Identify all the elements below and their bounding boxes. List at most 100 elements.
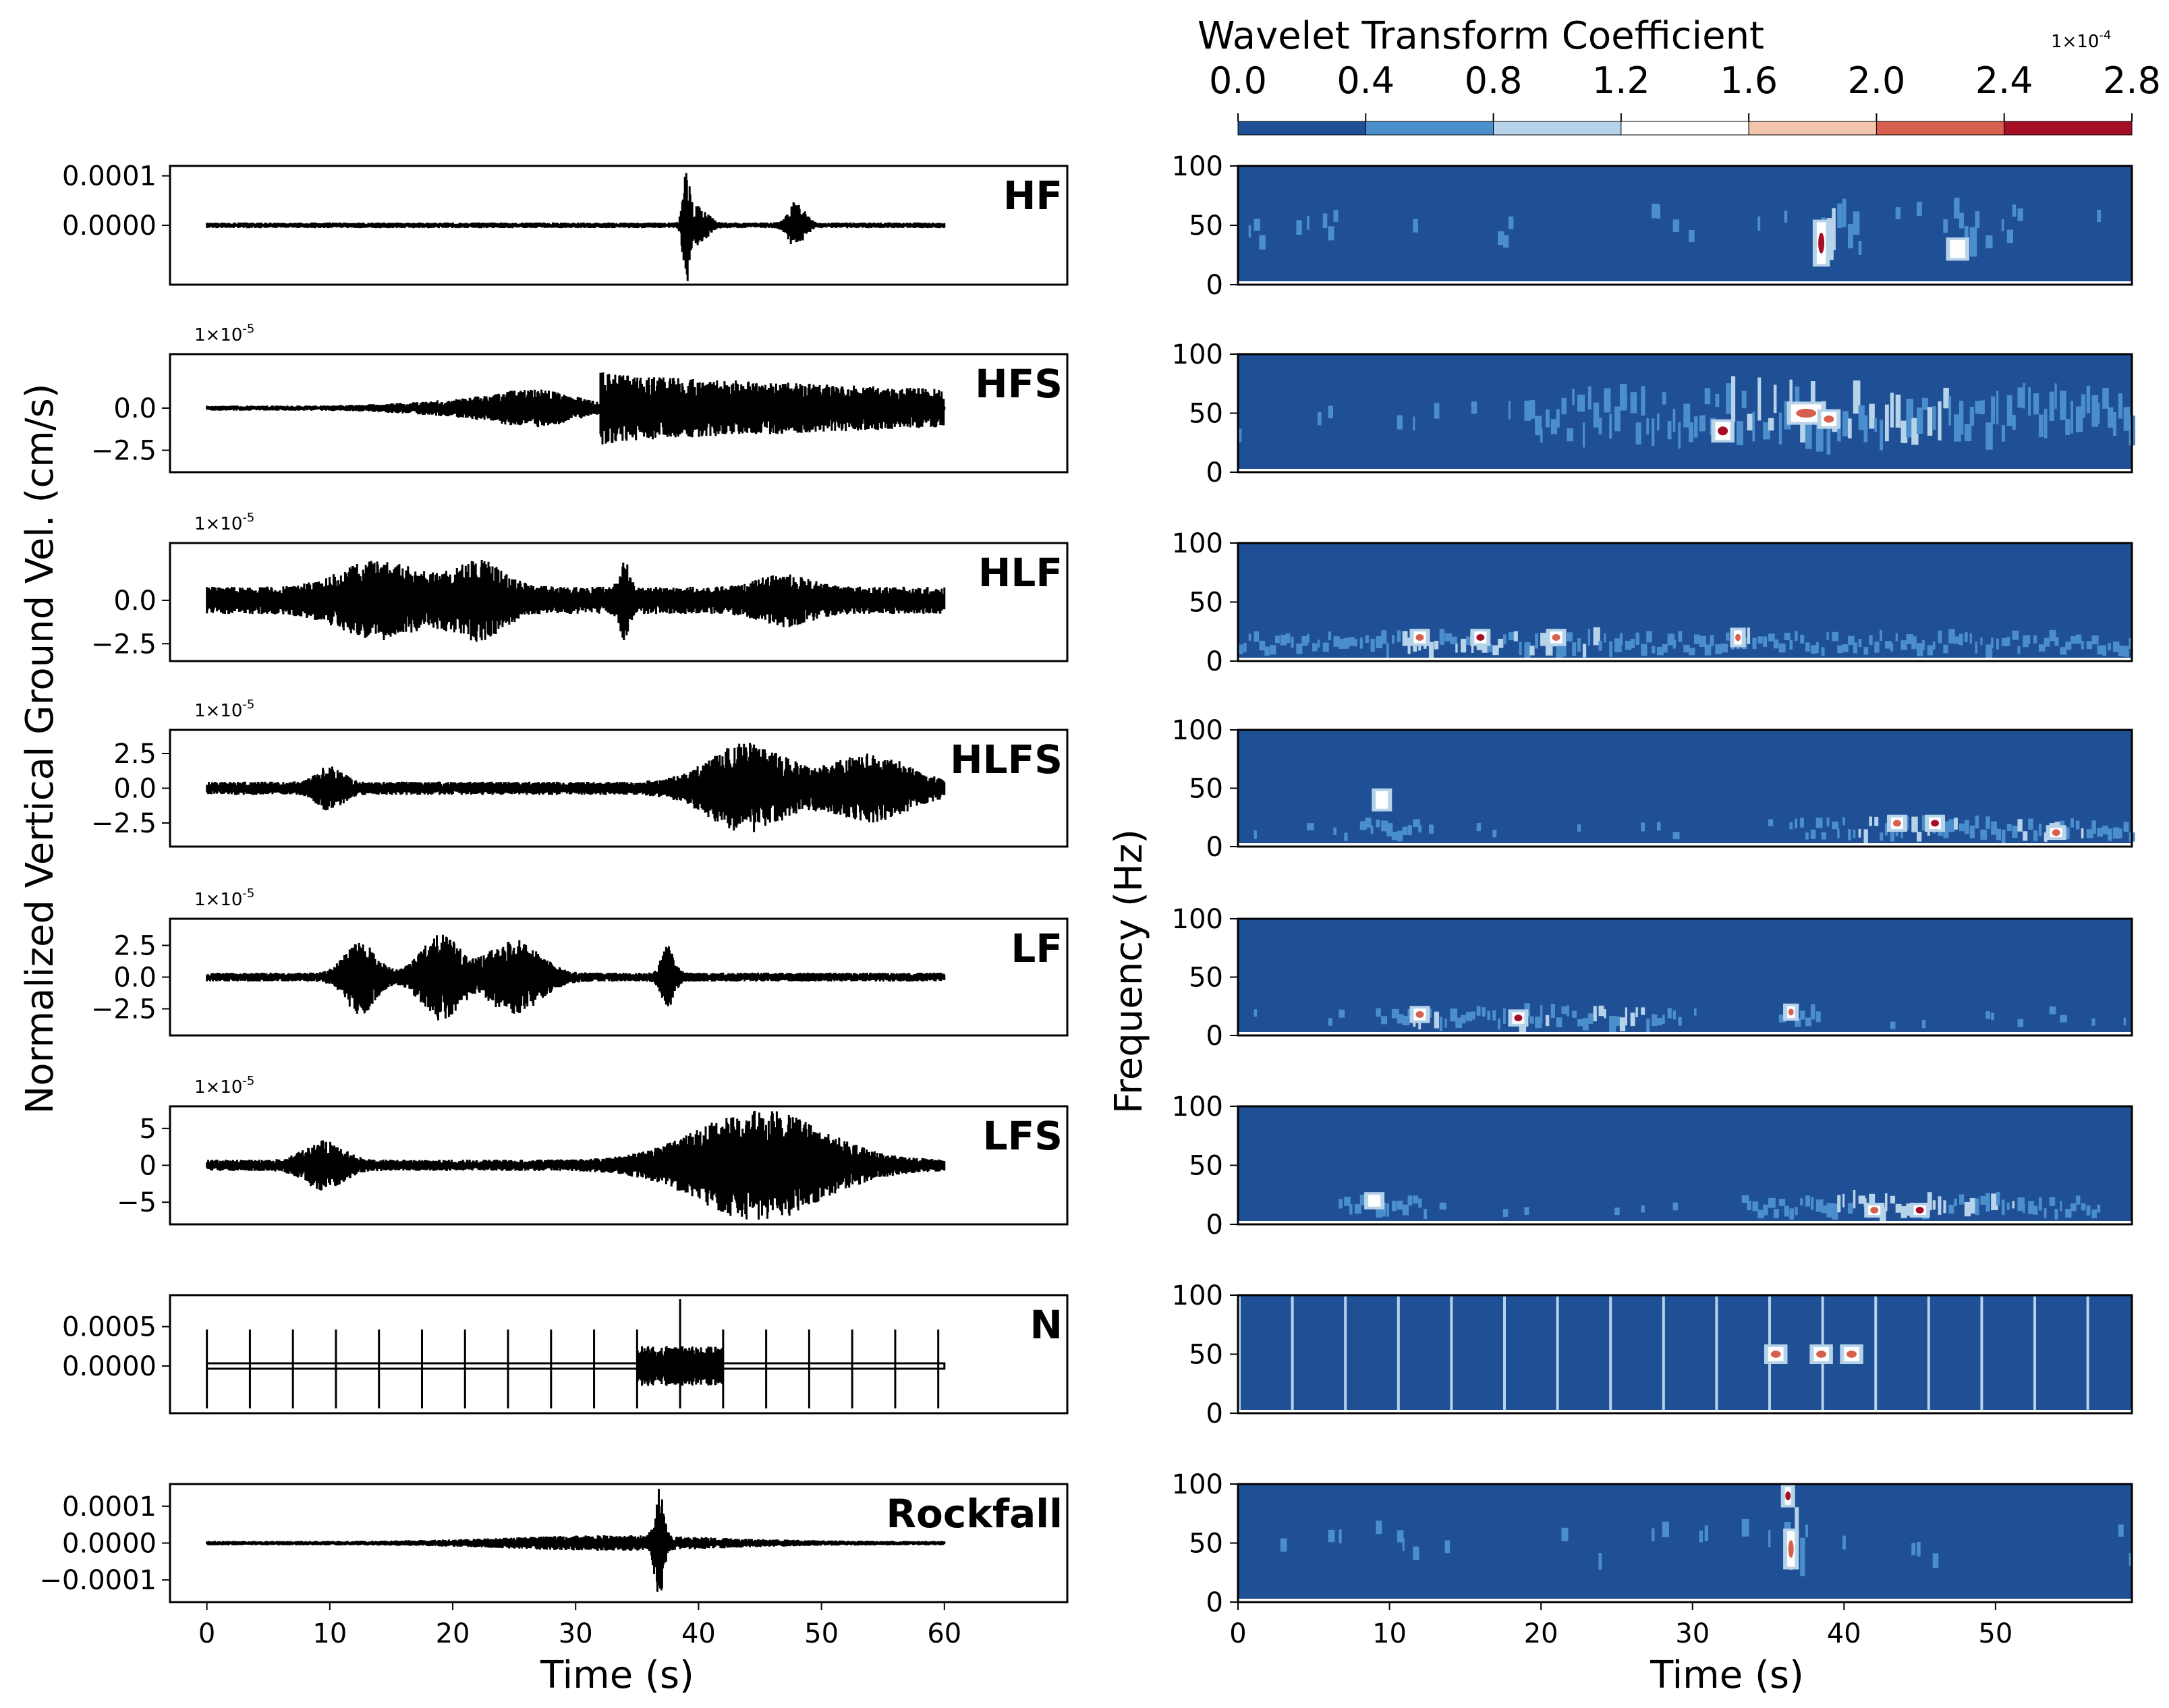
scalogram-cell [1991, 1013, 1995, 1021]
scalogram-cell [1800, 1010, 1805, 1020]
scalogram-cell [1381, 630, 1387, 644]
scalogram-cell [1450, 1297, 1453, 1411]
y-tick-label: 100 [1172, 528, 1223, 559]
waveform-trace [206, 372, 946, 445]
scalogram-cell [1810, 381, 1815, 414]
scalogram-cell [1444, 633, 1453, 642]
scalogram-cell [1630, 638, 1635, 648]
scalogram-cell [1253, 1009, 1258, 1017]
scalogram-cell [1641, 822, 1645, 832]
scalogram-cell [1773, 1209, 1779, 1218]
scalogram-cell [1975, 642, 1977, 654]
scalogram-event-peak [1718, 426, 1728, 436]
scalogram-cell [1805, 1525, 1809, 1537]
scalogram-cell [1789, 822, 1793, 830]
scalogram-cell [1365, 817, 1372, 828]
scalogram-cell [1747, 627, 1751, 644]
scalogram-cell [2028, 1201, 2034, 1214]
scalogram-panel-lf: 0 50 100 [1172, 904, 2133, 1052]
scalogram-cell [1359, 637, 1363, 649]
scalogram-cell [1884, 404, 1889, 442]
scalogram-cell [1402, 1015, 1410, 1025]
scalogram-cell [2054, 637, 2059, 646]
y-tick-label: −2.5 [91, 436, 157, 467]
scalogram-cell [1662, 644, 1668, 653]
y-tick-label: −2.5 [91, 629, 157, 660]
scalogram-cell [1975, 1198, 1979, 1216]
scalogram-cell [1609, 1297, 1612, 1411]
scalogram-cell [1307, 216, 1309, 230]
waveform-frame [169, 1294, 1069, 1415]
scalogram-cell [2118, 393, 2123, 419]
scalogram-cell [1991, 821, 1997, 835]
scalogram-cell [1906, 399, 1914, 438]
scalogram-cell [1317, 411, 1322, 426]
scalogram-cell [1800, 818, 1804, 828]
scalogram-cell [2049, 1197, 2056, 1206]
scalogram-cell [1932, 1200, 1936, 1210]
scalogram-cell [1847, 829, 1851, 841]
scalogram-cell [1954, 1198, 1957, 1206]
scalogram-cell [2012, 204, 2017, 217]
scalogram-cell [1503, 1297, 1506, 1411]
left-ylabel: Normalized Vertical Ground Vel. (cm/s) [18, 383, 62, 1114]
scalogram-cell [2065, 642, 2072, 650]
scalogram-cell [1672, 219, 1680, 232]
scalogram-cell [1614, 406, 1621, 432]
scalogram-cell [1869, 635, 1873, 646]
scalogram-cell [1789, 379, 1793, 418]
scalogram-cell [1567, 1005, 1569, 1017]
scalogram-cell [1932, 1553, 1939, 1568]
scalogram-cell [1789, 639, 1793, 650]
scalogram-cell [1662, 1521, 1670, 1537]
scalogram-cell [1614, 1016, 1621, 1026]
scalogram-cell [2118, 1524, 2124, 1537]
scalogram-cell [1307, 823, 1314, 831]
scalogram-cell [1609, 414, 1612, 439]
scalogram-cell [2033, 393, 2039, 415]
scalogram-cell [1545, 409, 1550, 428]
scalogram-cell [1730, 376, 1736, 422]
scalogram-cell [1253, 631, 1260, 642]
scalogram-cell [1837, 1195, 1841, 1213]
scalogram-cell [1593, 1006, 1597, 1022]
y-tick-label: 50 [1189, 399, 1223, 430]
y-tick-label: 50 [1189, 1151, 1223, 1182]
scalogram-cell [1503, 1008, 1506, 1024]
scalogram-cell [1656, 413, 1660, 431]
scalogram-cell [1980, 829, 1988, 840]
scalogram-cell [1524, 1207, 1529, 1215]
scalogram-cell [1614, 638, 1622, 652]
scalogram-cell [1407, 637, 1411, 654]
waveform-panel-hlfs: 2.5 0.0−2.5 1×10-5 HLFS [91, 698, 1069, 848]
scalogram-cell [1487, 1010, 1491, 1021]
scalogram-cell [1795, 386, 1800, 406]
scalogram-cell [2023, 635, 2029, 648]
scalogram-panel-hlfs: 0 50 100 [1172, 715, 2135, 863]
scalogram-cell [2017, 1197, 2025, 1212]
scalogram-cell [1948, 395, 1952, 426]
scalogram-cell [1842, 1193, 1845, 1207]
scalogram-cell [1582, 1018, 1589, 1031]
scalogram-cell [1927, 407, 1933, 436]
scalogram-cell [1577, 1019, 1583, 1027]
scalogram-cell [1672, 1010, 1676, 1020]
scalogram-cell [1434, 1011, 1439, 1029]
waveform-panel-hfs: 0.0 −2.5 1×10-5 HFS [91, 322, 1069, 474]
scalogram-cell [1752, 411, 1755, 442]
scalogram-cell [1853, 380, 1861, 414]
scalogram-cell [1641, 386, 1645, 416]
scalogram-cell [1465, 636, 1472, 646]
scalogram-cell [2006, 395, 2012, 426]
scalogram-cell [2033, 635, 2037, 644]
scalogram-cell [1540, 633, 1547, 646]
scalogram-cell [1593, 627, 1600, 646]
scalogram-cell [2060, 391, 2066, 420]
scalogram-cell [1428, 642, 1434, 660]
scalogram-cell [2129, 637, 2133, 650]
scalogram-cell [2123, 822, 2129, 832]
scalogram-cell [1959, 1194, 1965, 1205]
x-tick-label: 30 [1675, 1618, 1710, 1649]
scalogram-cell [1572, 642, 1577, 656]
scalogram-cell [1975, 816, 1979, 828]
